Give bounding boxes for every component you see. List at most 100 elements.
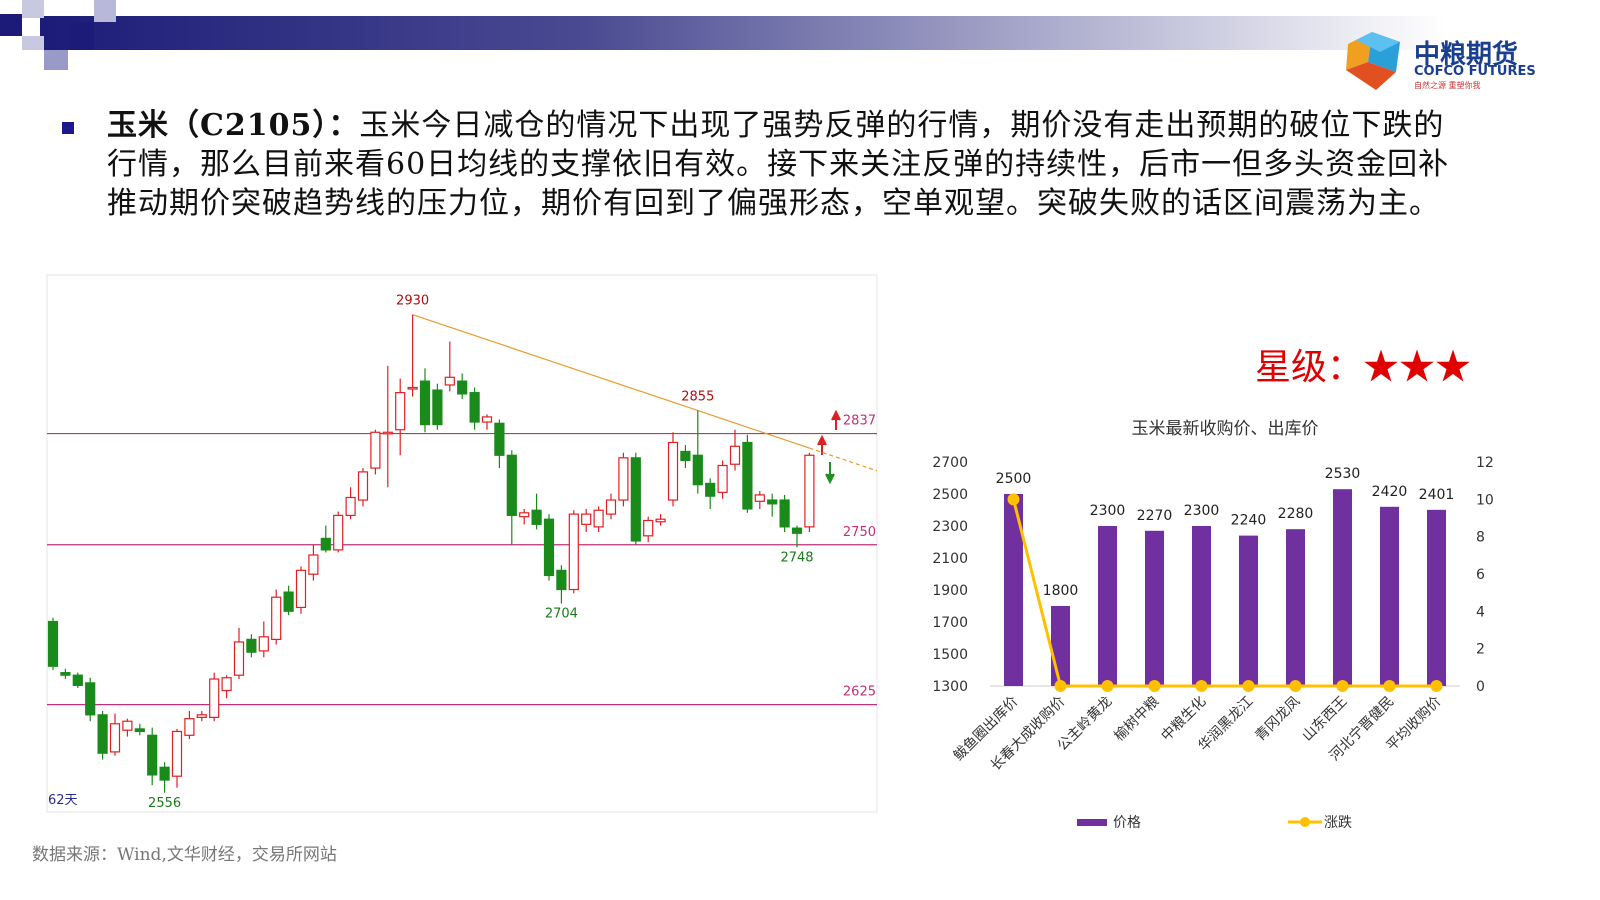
y-tick-label: 2300 xyxy=(932,519,968,535)
price-annotation: 2930 xyxy=(396,294,429,309)
candle-body xyxy=(754,494,765,502)
candle-body xyxy=(519,512,530,518)
line-marker xyxy=(1195,680,1208,692)
line-marker xyxy=(1007,493,1020,506)
bar-value-label: 2401 xyxy=(1419,487,1455,503)
legend-swatch xyxy=(1077,819,1107,826)
y2-tick-label: 10 xyxy=(1476,492,1494,508)
candle-body xyxy=(97,714,108,754)
candle-body xyxy=(767,499,778,505)
paragraph-line: 行情，那么目前来看60日均线的支撑依旧有效。接下来关注反弹的持续性，后市一但多头… xyxy=(107,147,1450,182)
line-marker xyxy=(1242,680,1255,692)
candle-body xyxy=(457,380,468,395)
y2-tick-label: 4 xyxy=(1476,604,1485,620)
bar-value-label: 2300 xyxy=(1184,503,1220,519)
candle-body xyxy=(618,457,629,501)
candle-body xyxy=(60,672,71,676)
y-tick-label: 1900 xyxy=(932,583,968,599)
bar-value-label: 1800 xyxy=(1043,583,1079,599)
candle-body xyxy=(655,518,666,523)
candle-body xyxy=(308,554,319,575)
candle-body xyxy=(556,569,567,591)
y2-tick-label: 12 xyxy=(1476,455,1494,471)
candle-body xyxy=(209,678,220,718)
candle-body xyxy=(643,519,654,537)
bar xyxy=(1239,535,1258,686)
candle-body xyxy=(705,482,716,497)
price-annotation: 2748 xyxy=(780,550,813,565)
y2-tick-label: 6 xyxy=(1476,567,1485,583)
candle-body xyxy=(469,392,480,423)
level-label: 2625 xyxy=(843,685,876,700)
candle-body xyxy=(791,527,803,534)
bar-value-label: 2530 xyxy=(1325,466,1361,482)
y-tick-label: 2100 xyxy=(932,551,968,567)
candle-body xyxy=(481,416,493,423)
bar-value-label: 2270 xyxy=(1137,508,1173,524)
bar xyxy=(1286,529,1305,686)
trend-line xyxy=(412,314,810,449)
candle-body xyxy=(258,636,269,652)
line-marker xyxy=(1289,680,1302,692)
price-annotation: 2704 xyxy=(545,607,578,622)
bar-value-label: 2500 xyxy=(996,471,1032,487)
line-series xyxy=(1012,498,1437,688)
period-label: 62天 xyxy=(48,793,78,808)
candle-body xyxy=(593,509,604,528)
candle-body xyxy=(581,513,592,525)
legend-swatch-marker xyxy=(1300,817,1310,827)
bar xyxy=(1427,509,1446,686)
candle-body xyxy=(72,674,83,687)
candle-body xyxy=(196,714,207,718)
signal-arrows xyxy=(817,409,841,485)
logo-cube xyxy=(1346,32,1400,90)
bar xyxy=(1145,530,1164,686)
candle-body xyxy=(804,454,815,528)
y-tick-label: 2700 xyxy=(932,455,968,471)
price-annotation: 2556 xyxy=(148,796,181,811)
x-tick-label: 青冈龙凤 xyxy=(1252,694,1303,745)
bar xyxy=(1192,526,1211,686)
candle-body xyxy=(444,376,455,386)
header-square xyxy=(22,36,44,50)
candle-body xyxy=(395,392,406,431)
line-marker xyxy=(1054,680,1067,692)
candle-body xyxy=(109,723,121,753)
source-note: 数据来源：Wind,文华财经，交易所网站 xyxy=(32,845,337,865)
candle-body xyxy=(47,620,59,667)
header-band xyxy=(40,16,1600,50)
candle-body xyxy=(357,471,369,501)
legend-label: 涨跌 xyxy=(1324,815,1352,831)
legend-label: 价格 xyxy=(1113,815,1141,831)
candle-body xyxy=(370,431,381,469)
candle-body xyxy=(568,513,579,591)
bar xyxy=(1004,494,1023,686)
header-square xyxy=(22,0,44,18)
y-tick-label: 1500 xyxy=(932,647,968,663)
candle-chart-frame xyxy=(46,274,878,813)
bar-value-label: 2280 xyxy=(1278,506,1314,522)
candle-body xyxy=(283,591,294,612)
candle-body xyxy=(717,464,728,493)
y2-tick-label: 2 xyxy=(1476,642,1485,658)
candle-body xyxy=(680,450,691,461)
candle-body xyxy=(667,441,679,501)
y2-tick-label: 0 xyxy=(1476,679,1485,695)
candle-body xyxy=(122,720,133,731)
candle-body xyxy=(246,638,257,653)
candle-body xyxy=(295,569,307,609)
logo-slogan: 自然之源 重塑你我 xyxy=(1414,81,1481,90)
candle-body xyxy=(85,682,96,716)
candle-body xyxy=(233,641,245,676)
header-square xyxy=(70,22,94,50)
candle-body xyxy=(692,454,703,486)
candle-body xyxy=(382,431,393,435)
candle-body xyxy=(159,766,170,781)
bar-value-label: 2300 xyxy=(1090,503,1126,519)
candle-body xyxy=(184,718,195,736)
candle-body xyxy=(147,734,158,776)
candle-body xyxy=(320,537,331,551)
y-tick-label: 1300 xyxy=(932,679,968,695)
line-marker xyxy=(1336,680,1349,692)
